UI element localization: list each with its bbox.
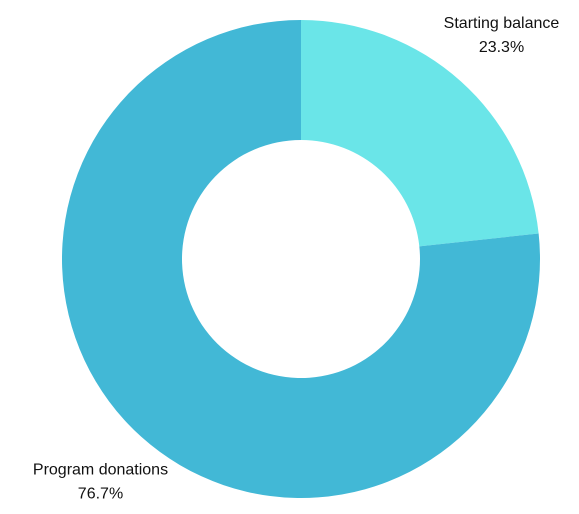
slice-label: Starting balance	[444, 15, 560, 32]
slice-value-label: 23.3%	[479, 39, 524, 56]
slice	[61, 20, 540, 498]
slice-label: Program donations	[33, 461, 168, 478]
slice	[301, 20, 539, 247]
slice-value-label: 76.7%	[78, 485, 123, 502]
